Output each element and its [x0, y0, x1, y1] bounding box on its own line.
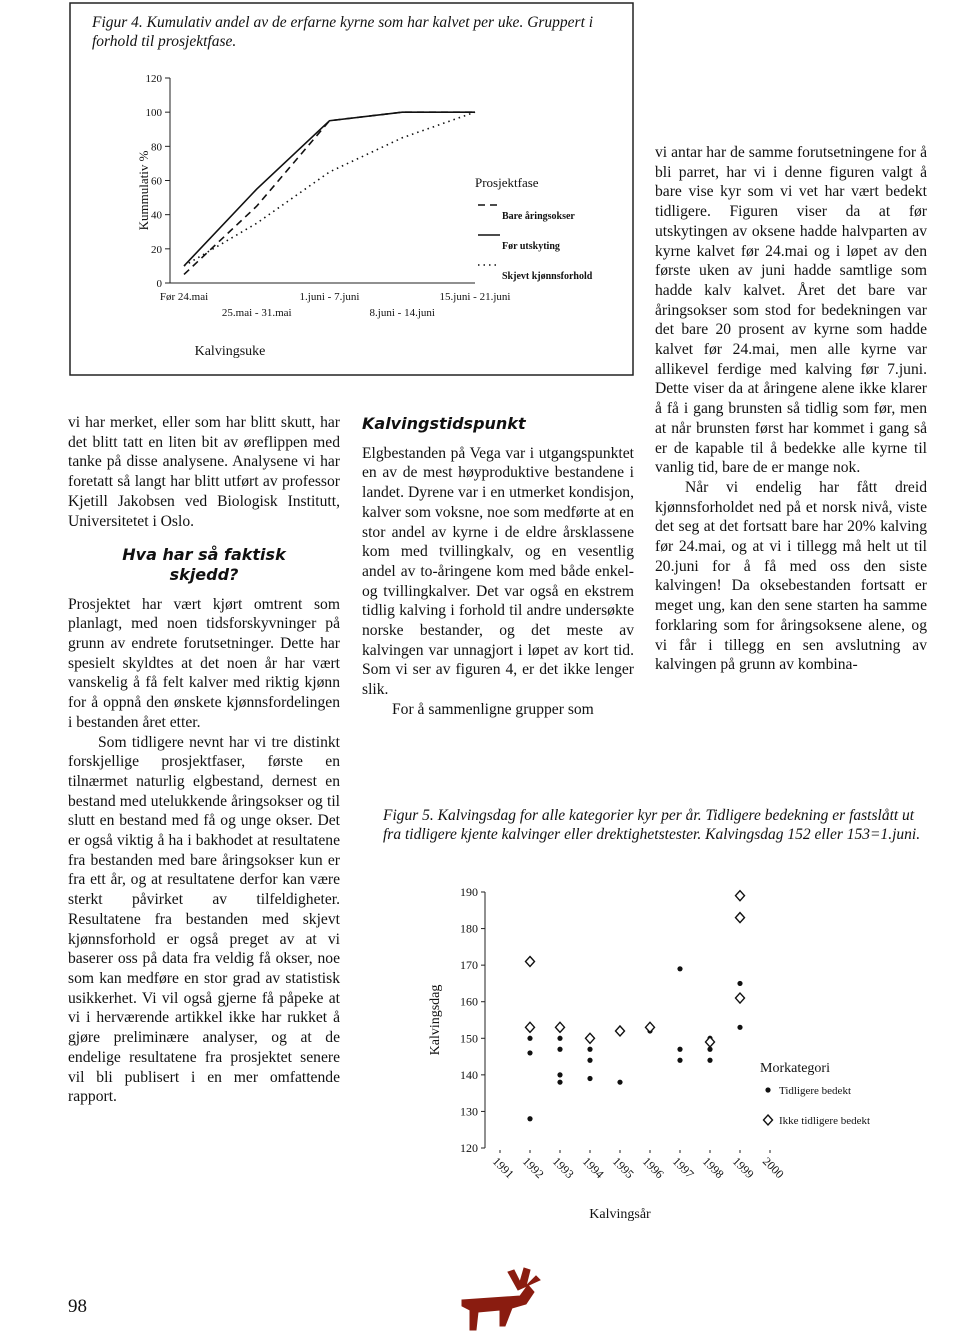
point [617, 1079, 623, 1085]
paragraph: Når vi endelig har fått dreid kjønnsforh… [655, 478, 927, 674]
paragraph: Som tidligere nevnt har vi tre distinkt … [68, 733, 340, 1106]
x-axis-label: Kalvingsuke [195, 344, 266, 359]
x-tick-label: 1999 [730, 1154, 757, 1181]
point [557, 1035, 563, 1041]
x-tick-label: 1992 [520, 1154, 547, 1181]
y-tick-label: 190 [460, 885, 478, 899]
x-tick-label: Før 24.mai [160, 291, 208, 303]
point [587, 1046, 593, 1052]
point [584, 1032, 596, 1045]
point [734, 889, 746, 902]
legend-title: Prosjektfase [475, 175, 539, 190]
point [614, 1024, 626, 1038]
y-tick-label: 60 [151, 176, 163, 188]
y-tick-label: 170 [460, 958, 478, 972]
middle-column: Kalvingstidspunkt Elgbestanden på Vega v… [362, 400, 634, 720]
section-heading: Kalvingstidspunkt [362, 414, 526, 433]
point [734, 992, 746, 1005]
y-tick-label: 130 [460, 1104, 478, 1118]
x-tick-label: 1995 [610, 1154, 637, 1181]
point [527, 1116, 533, 1122]
paragraph: Elgbestanden på Vega var i utgangspunkte… [362, 444, 634, 699]
x-tick-label: 1994 [580, 1154, 607, 1181]
paragraph: vi har merket, eller som har blitt skutt… [68, 414, 340, 530]
point [557, 1079, 563, 1085]
legend-label: Tidligere bedekt [779, 1085, 851, 1097]
page-number: 98 [68, 1296, 87, 1317]
y-tick-label: 140 [460, 1068, 478, 1082]
point [707, 1046, 713, 1052]
point [557, 1072, 563, 1078]
point [587, 1057, 593, 1063]
x-tick-label: 8.juni - 14.juni [370, 307, 435, 319]
point [527, 1035, 533, 1041]
y-tick-label: 40 [151, 210, 163, 222]
right-column: vi antar har de samme forutsetningene fo… [655, 143, 927, 675]
y-tick-label: 150 [460, 1031, 478, 1045]
x-tick-label: 1993 [550, 1154, 577, 1181]
point [677, 966, 683, 972]
point [734, 911, 746, 924]
moose-logo [461, 1267, 541, 1331]
figure-4-caption: Figur 4. Kumulativ andel av de erfarne k… [92, 14, 594, 50]
series-line [183, 111, 475, 267]
x-tick-label: 1997 [670, 1154, 697, 1181]
point [704, 1035, 716, 1048]
y-tick-label: 160 [460, 995, 478, 1009]
x-axis-label: Kalvingsår [589, 1207, 651, 1222]
x-tick-label: 1991 [490, 1154, 517, 1181]
point [557, 1046, 563, 1052]
y-tick-label: 180 [460, 922, 478, 936]
point [527, 1050, 533, 1056]
legend-swatch [762, 1113, 774, 1127]
point [524, 1021, 536, 1034]
point [737, 1024, 743, 1030]
y-tick-label: 80 [151, 141, 163, 153]
paragraph: For å sammenligne grupper som [392, 700, 594, 718]
legend-label: Skjevt kjønnsforhold [502, 271, 593, 282]
paragraph: Prosjektet har vært kjørt omtrent som pl… [68, 595, 340, 731]
y-tick-label: 120 [146, 73, 163, 85]
point [554, 1021, 566, 1034]
y-tick-label: 100 [146, 107, 163, 119]
point [707, 1057, 713, 1063]
point [677, 1057, 683, 1063]
left-column: vi har merket, eller som har blitt skutt… [68, 413, 340, 1107]
y-tick-label: 0 [157, 278, 163, 290]
x-tick-label: 1996 [640, 1154, 667, 1181]
figure-frame [69, 2, 634, 376]
y-axis-label: Kalvingsdag [428, 985, 443, 1056]
section-heading: Hva har så faktisk skjedd? [122, 545, 286, 584]
y-axis-label: Kummulativ % [136, 150, 151, 230]
x-tick-label: 2000 [760, 1154, 787, 1181]
legend-label: Ikke tidligere bedekt [779, 1115, 870, 1127]
paragraph: vi antar har de samme forutsetningene fo… [655, 144, 927, 477]
x-tick-label: 15.juni - 21.juni [440, 291, 511, 303]
y-tick-label: 20 [151, 244, 163, 256]
x-tick-label: 1.juni - 7.juni [300, 291, 360, 303]
x-tick-label: 25.mai - 31.mai [222, 307, 292, 319]
series-line [183, 111, 476, 267]
legend-swatch [765, 1087, 771, 1093]
figure-5-caption: Figur 5. Kalvingsdag for alle kategorier… [383, 807, 921, 843]
x-tick-label: 1998 [700, 1154, 727, 1181]
point [677, 1046, 683, 1052]
legend-label: Før utskyting [502, 241, 560, 252]
y-tick-label: 120 [460, 1141, 478, 1155]
point [587, 1075, 593, 1082]
legend-title: Morkategori [760, 1061, 830, 1076]
point [644, 1021, 656, 1034]
point [524, 955, 536, 968]
point [737, 980, 743, 987]
series-line [183, 111, 475, 276]
legend-label: Bare åringsokser [502, 211, 575, 222]
